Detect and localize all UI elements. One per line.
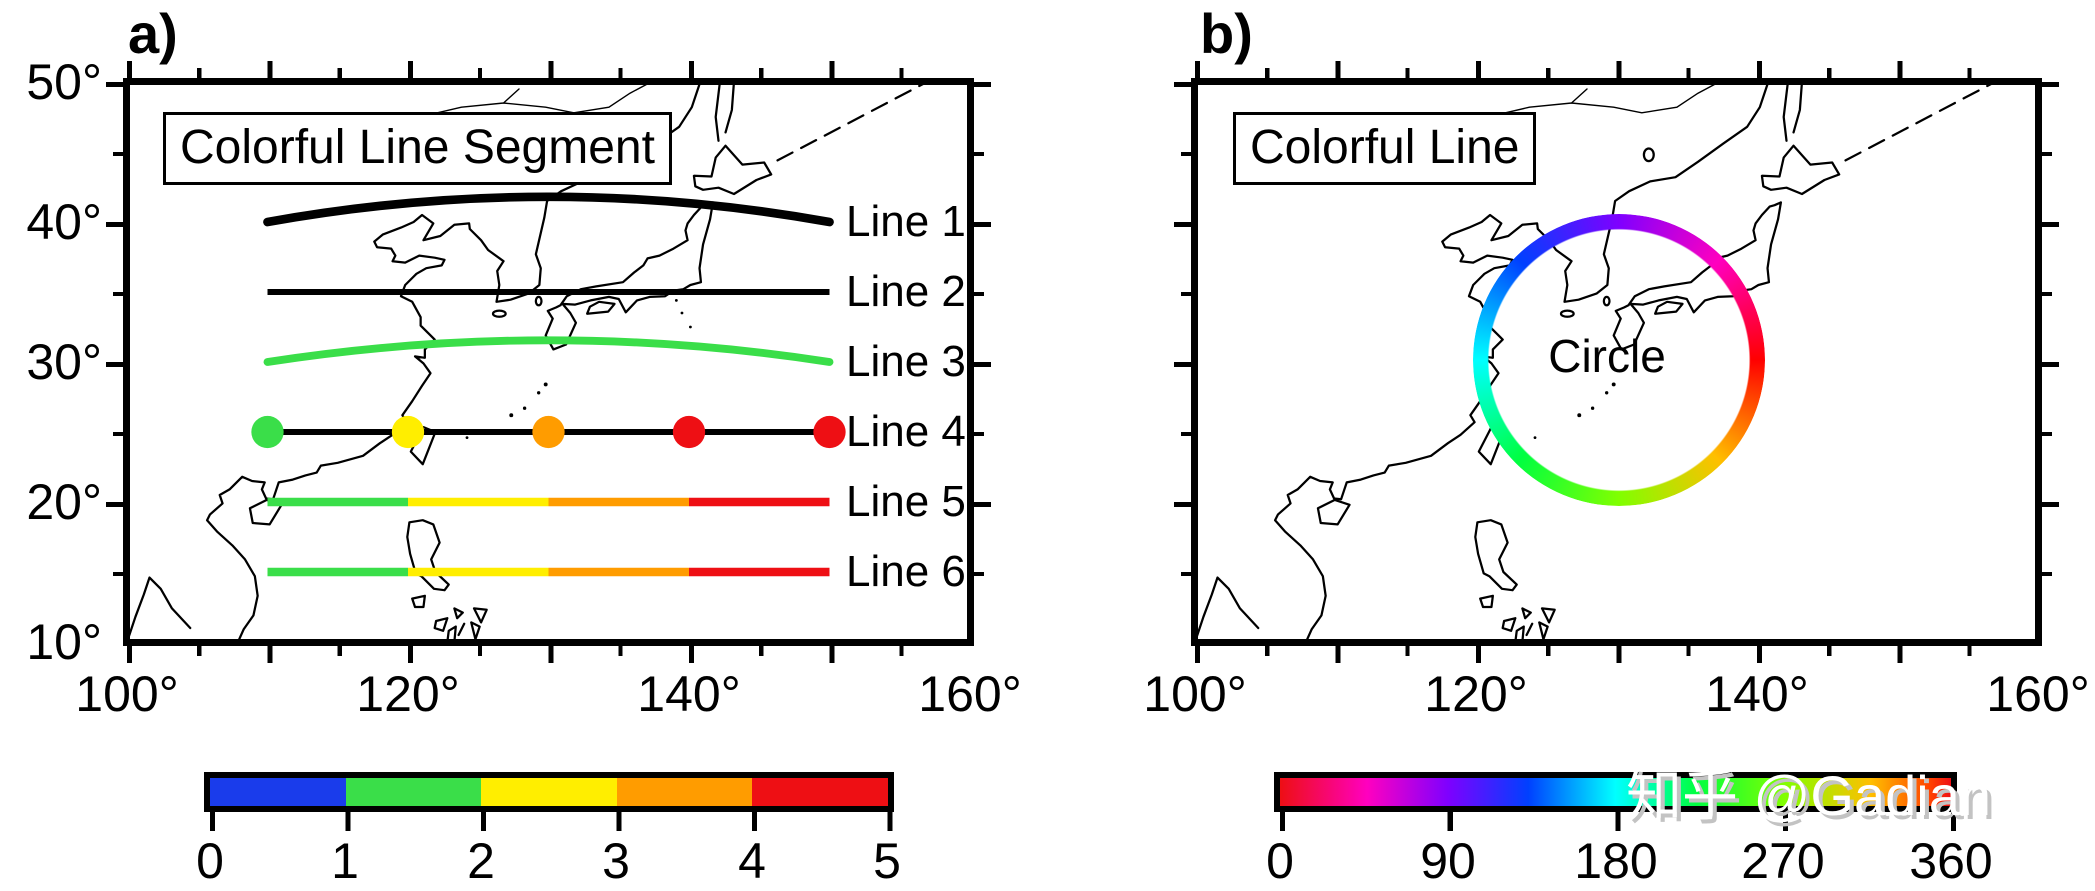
panel-a-lon-120: 120°	[356, 666, 460, 722]
lat-label-50: 50°	[26, 54, 102, 110]
panel-a-lon-160: 160°	[918, 666, 1022, 722]
line-3-label: Line 3	[846, 337, 966, 386]
panel-b-ticks-bottom	[1195, 645, 2038, 663]
panel-b-lon-140: 140°	[1705, 666, 1809, 722]
line-3	[263, 336, 834, 366]
line-6-label: Line 6	[846, 547, 966, 596]
colorbar-a-seg-blue	[210, 778, 346, 806]
colorbar-b-label-360: 360	[1909, 833, 1993, 889]
panel-a-frame	[123, 78, 974, 646]
panel-b-lon-120: 120°	[1424, 666, 1528, 722]
line-5-label: Line 5	[846, 477, 966, 526]
colorbar-b-gradient	[1280, 778, 1951, 806]
line-2-label: Line 2	[846, 267, 966, 316]
colorbar-a-label-3: 3	[602, 833, 630, 889]
colorbar-a-label-4: 4	[738, 833, 766, 889]
colorbar-a-seg-green	[345, 778, 482, 806]
line-4-dot-130	[532, 415, 565, 449]
panel-a-letter: a)	[128, 2, 178, 65]
colorbar-b-label-270: 270	[1741, 833, 1825, 889]
colorbar-b-label-180: 180	[1574, 833, 1658, 889]
circle-label: Circle	[1548, 330, 1666, 382]
panel-a-ticks-left	[106, 82, 124, 642]
lat-label-20: 20°	[26, 474, 102, 530]
panel-b-lon-100: 100°	[1143, 666, 1247, 722]
line-4-dot-120	[391, 415, 425, 449]
line-4-dot-150	[813, 415, 846, 449]
colorbar-a-seg-orange	[616, 778, 753, 806]
panel-a-map	[127, 82, 970, 642]
colorbar-b-ticks	[1280, 812, 1956, 831]
colorbar-b-label-90: 90	[1420, 833, 1476, 889]
lat-label-40: 40°	[26, 194, 102, 250]
lat-label-10: 10°	[26, 614, 102, 670]
panel-b-letter: b)	[1200, 2, 1253, 65]
colorbar-b-label-0: 0	[1266, 833, 1294, 889]
colorbar-a-seg-red	[752, 778, 888, 806]
line-1-label: Line 1	[846, 197, 966, 246]
colorbar-b	[1274, 772, 1957, 812]
colorbar-a-label-0: 0	[196, 833, 224, 889]
panel-b-lon-160: 160°	[1986, 666, 2090, 722]
panel-b-ticks-top	[1195, 61, 2038, 79]
colorbar-a-label-1: 1	[331, 833, 359, 889]
panel-a-ticks-bottom	[127, 645, 970, 663]
panel-a-ticks-right	[973, 82, 991, 642]
line-4-dot-140	[672, 415, 706, 449]
colorbar-a-label-2: 2	[467, 833, 495, 889]
colorbar-a-label-5: 5	[873, 833, 901, 889]
panel-a-ticks-top	[127, 61, 970, 79]
colorful-circle-ring	[1473, 214, 1765, 506]
colorbar-a-seg-yellow	[481, 778, 617, 806]
line-4-dot-110	[251, 415, 284, 449]
lat-label-30: 30°	[26, 334, 102, 390]
panel-b-frame	[1191, 78, 2042, 646]
panel-b-ticks-right	[2041, 82, 2059, 642]
line-4-label: Line 4	[846, 407, 966, 456]
colorbar-a	[204, 772, 894, 812]
panel-a-title: Colorful Line Segment	[163, 112, 672, 185]
panel-a-lon-100: 100°	[75, 666, 179, 722]
panel-b-ticks-left	[1174, 82, 1192, 642]
line-1	[263, 192, 834, 227]
panel-b-title: Colorful Line	[1233, 112, 1537, 185]
panel-a-lon-140: 140°	[637, 666, 741, 722]
colorbar-a-ticks	[210, 812, 893, 831]
watermark: 知乎 @Gadian	[1626, 764, 1991, 827]
